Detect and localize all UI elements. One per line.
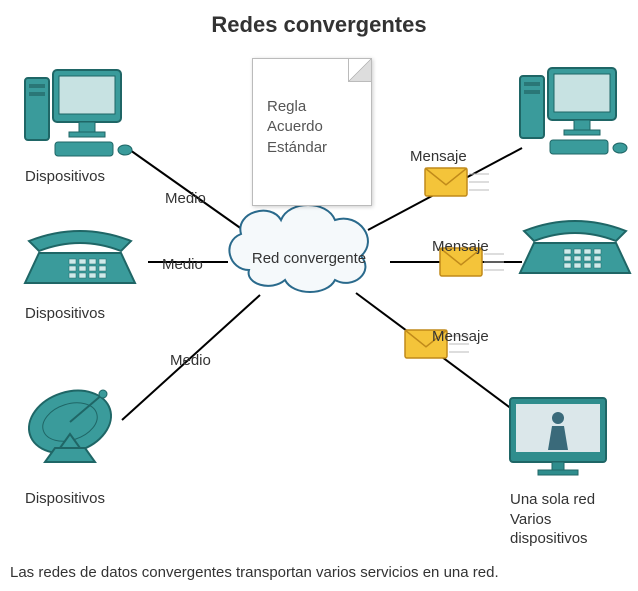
doc-fold-corner — [348, 59, 371, 82]
telephone-icon — [520, 221, 630, 273]
doc-line: Estándar — [267, 138, 327, 158]
medium-label: Medio — [162, 256, 203, 273]
message-envelope-icon — [425, 168, 489, 196]
message-label: Mensaje — [432, 238, 489, 255]
doc-line: Regla — [267, 97, 327, 117]
tv-monitor-icon — [510, 398, 606, 475]
device-label: Dispositivos — [25, 305, 105, 322]
device-label: Una sola redVariosdispositivos — [510, 490, 595, 549]
diagram-footer: Las redes de datos convergentes transpor… — [10, 564, 499, 581]
computer-icon — [520, 68, 627, 154]
satellite-dish-icon — [21, 380, 119, 463]
cloud-label: Red convergente — [249, 250, 369, 267]
cloud-icon — [229, 205, 368, 292]
message-label: Mensaje — [410, 148, 467, 165]
doc-line: Acuerdo — [267, 117, 327, 137]
protocol-document: Regla Acuerdo Estándar — [252, 58, 372, 206]
medium-label: Medio — [170, 352, 211, 369]
doc-text: Regla Acuerdo Estándar — [267, 97, 327, 158]
telephone-icon — [25, 231, 135, 283]
device-label: Dispositivos — [25, 490, 105, 507]
device-label: Dispositivos — [25, 168, 105, 185]
message-label: Mensaje — [432, 328, 489, 345]
medium-label: Medio — [165, 190, 206, 207]
computer-icon — [25, 70, 132, 156]
